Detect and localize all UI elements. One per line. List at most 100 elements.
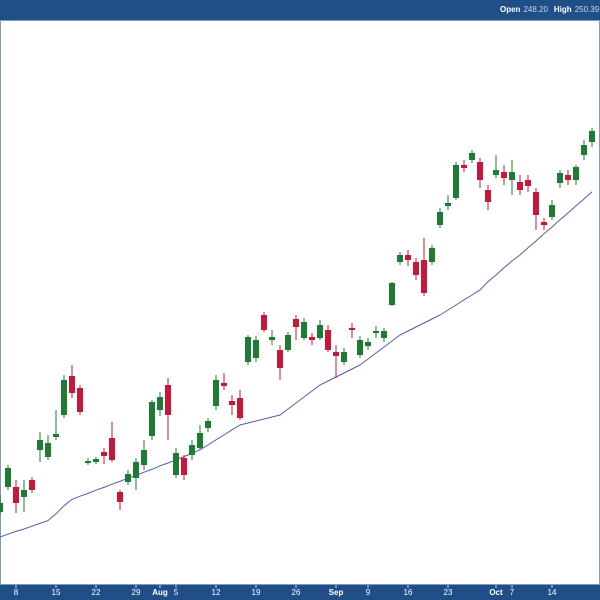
candle-body xyxy=(205,421,211,428)
x-tick-label: 7 xyxy=(510,588,515,597)
candle-body xyxy=(69,376,75,393)
candle-body xyxy=(333,352,339,356)
candle-body xyxy=(197,433,203,448)
candle-body xyxy=(293,319,299,327)
x-tick-label: 23 xyxy=(444,588,453,597)
candle-body xyxy=(581,145,587,155)
candle-body xyxy=(125,474,131,482)
header-value: 250.39 xyxy=(575,5,600,14)
candle-body xyxy=(149,402,155,436)
candle-body xyxy=(541,222,547,225)
candle-body xyxy=(549,205,555,217)
candle-body xyxy=(45,443,51,457)
candle-body xyxy=(77,388,83,412)
x-tick-label: 5 xyxy=(174,588,179,597)
header-label: High xyxy=(554,5,572,14)
candle-body xyxy=(213,380,219,406)
candle-body xyxy=(253,340,259,358)
candle-body xyxy=(357,340,363,355)
candle-body xyxy=(101,452,107,456)
candle-body xyxy=(325,330,331,350)
candle-body xyxy=(261,315,267,330)
candle-body xyxy=(405,255,411,260)
candle-body xyxy=(237,398,243,418)
candle-body xyxy=(29,480,35,490)
candle-body xyxy=(445,203,451,206)
candle-body xyxy=(21,490,27,497)
candle-body xyxy=(301,322,307,338)
candle-body xyxy=(573,167,579,180)
candle-body xyxy=(173,453,179,475)
candle-body xyxy=(229,401,235,405)
candle-body xyxy=(317,325,323,338)
candle-body xyxy=(389,283,395,305)
candle-body xyxy=(557,173,563,183)
header-value: 248.20 xyxy=(523,5,548,14)
x-tick-label: Aug xyxy=(152,588,168,597)
x-tick-label: 16 xyxy=(404,588,413,597)
candle-body xyxy=(373,331,379,333)
candle-body xyxy=(509,172,515,180)
header-label: Open xyxy=(500,5,521,14)
moving-average-line xyxy=(0,191,593,538)
candle-body xyxy=(13,487,19,503)
candle-body xyxy=(53,434,59,437)
x-tick-label: 12 xyxy=(212,588,221,597)
x-tick-label: 14 xyxy=(548,588,557,597)
candle-body xyxy=(525,180,531,186)
x-tick-label: 15 xyxy=(52,588,61,597)
candle-body xyxy=(485,190,491,202)
x-tick-label: Sep xyxy=(329,588,344,597)
candle-body xyxy=(429,248,435,262)
candle-body xyxy=(453,165,459,198)
candle-body xyxy=(5,468,11,487)
x-tick-label: 8 xyxy=(14,588,19,597)
candle-body xyxy=(421,260,427,293)
candle-body xyxy=(381,331,387,338)
candle-body xyxy=(469,153,475,160)
candle-body xyxy=(517,182,523,190)
candle-body xyxy=(565,175,571,180)
header-bar xyxy=(0,0,600,20)
x-tick-label: Oct xyxy=(489,588,503,597)
candle-body xyxy=(109,438,115,460)
x-tick-label: 19 xyxy=(252,588,261,597)
x-tick-label: 22 xyxy=(92,588,101,597)
candle-body xyxy=(85,461,91,463)
candle-body xyxy=(117,492,123,502)
candle-body xyxy=(37,440,43,450)
candle-body xyxy=(61,380,67,415)
candle-body xyxy=(181,458,187,475)
candle-body xyxy=(365,342,371,346)
candle-body xyxy=(397,255,403,262)
candle-body xyxy=(285,335,291,350)
candle-body xyxy=(477,162,483,180)
x-tick-label: 29 xyxy=(132,588,141,597)
candle-body xyxy=(501,172,507,178)
candle-body xyxy=(461,165,467,168)
candle-body xyxy=(277,350,283,368)
axis-bar xyxy=(0,585,600,600)
candle-body xyxy=(589,131,595,142)
candle-body xyxy=(269,337,275,340)
candle-body xyxy=(349,328,355,330)
candle-body xyxy=(133,462,139,478)
candle-body xyxy=(93,459,99,462)
candle-body xyxy=(413,262,419,275)
candle-body xyxy=(533,192,539,215)
candle-body xyxy=(0,503,3,512)
candle-body xyxy=(493,170,499,175)
candle-body xyxy=(245,337,251,362)
candle-body xyxy=(437,212,443,225)
candle-body xyxy=(309,337,315,340)
candle-body xyxy=(157,397,163,410)
x-tick-label: 26 xyxy=(292,588,301,597)
candle-body xyxy=(341,352,347,362)
x-tick-label: 9 xyxy=(366,588,371,597)
candle-body xyxy=(165,385,171,415)
candle-body xyxy=(141,450,147,465)
candle-body xyxy=(189,445,195,455)
candle-body xyxy=(221,383,227,386)
